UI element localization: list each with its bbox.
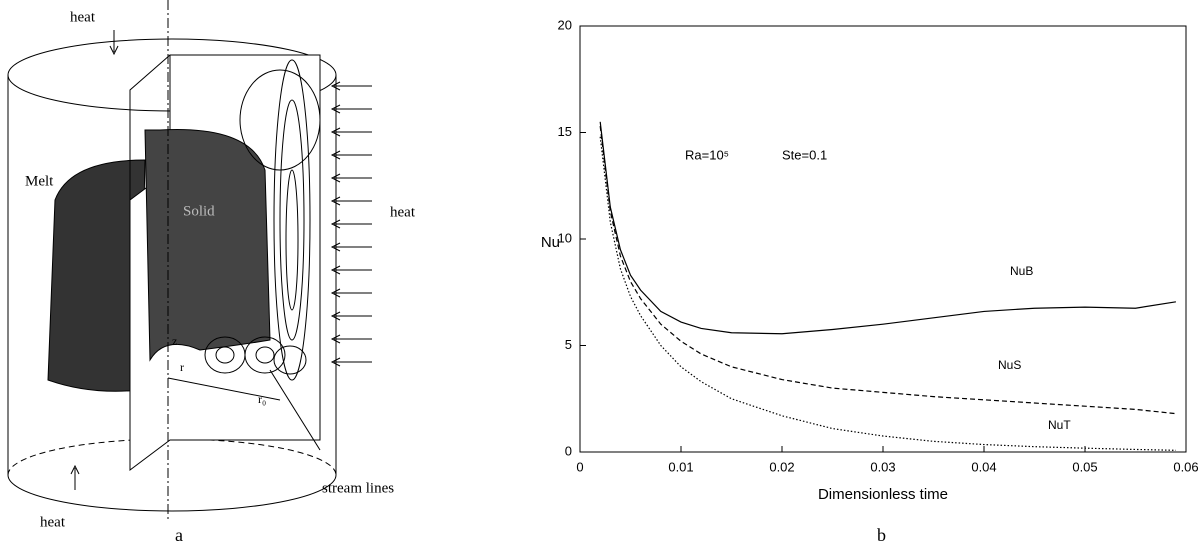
label: Melt <box>25 173 54 189</box>
chart: Nu Dimensionless time Ra=10⁵ Ste=0.1 0 5 1… <box>541 17 1199 503</box>
x-axis-label: Dimensionless time <box>818 486 948 503</box>
cylinder-bottom-hidden <box>7 438 337 476</box>
arrow <box>70 464 80 490</box>
x-tick-label: 0 <box>576 459 583 474</box>
solid-region <box>144 129 271 362</box>
caption: a <box>175 525 183 545</box>
x-tick-label: 0.04 <box>971 459 996 474</box>
cut-edge <box>129 54 171 470</box>
plot-frame <box>579 25 1187 453</box>
diagram <box>7 0 372 520</box>
line-series <box>599 121 1176 335</box>
annotation: Ste=0.1 <box>782 147 827 162</box>
label: r₀ <box>258 392 266 406</box>
y-tick-label: 20 <box>558 17 572 32</box>
y-axis-label: Nu <box>541 234 560 251</box>
melt-region <box>47 159 146 392</box>
cylinder-bottom <box>7 474 337 512</box>
pointer-line <box>269 369 321 451</box>
annotation: Ra=10⁵ <box>685 147 729 162</box>
y-tick-label: 15 <box>558 124 572 139</box>
series-label: NuT <box>1048 418 1071 432</box>
x-tick-label: 0.06 <box>1173 459 1198 474</box>
label: heat <box>390 204 416 220</box>
line-series <box>599 136 1176 451</box>
x-tick-label: 0.01 <box>668 459 693 474</box>
series-label: NuB <box>1010 264 1033 278</box>
label: heat <box>40 514 66 530</box>
stream-lines <box>204 59 321 381</box>
y-tick-label: 5 <box>565 337 572 352</box>
radius-line <box>167 377 281 401</box>
caption: b <box>877 525 886 545</box>
x-tick-label: 0.03 <box>870 459 895 474</box>
x-tick-label: 0.02 <box>769 459 794 474</box>
label: stream lines <box>322 480 394 496</box>
y-tick-label: 10 <box>558 230 572 245</box>
y-tick-label: 0 <box>565 443 572 458</box>
label: heat <box>70 9 96 25</box>
label: z <box>172 334 177 348</box>
x-tick-label: 0.05 <box>1072 459 1097 474</box>
label: r <box>180 360 184 374</box>
line-series <box>599 126 1176 415</box>
arrow <box>109 30 119 56</box>
heat-arrows <box>330 81 372 367</box>
label: Solid <box>183 203 215 219</box>
series-label: NuS <box>998 358 1021 372</box>
